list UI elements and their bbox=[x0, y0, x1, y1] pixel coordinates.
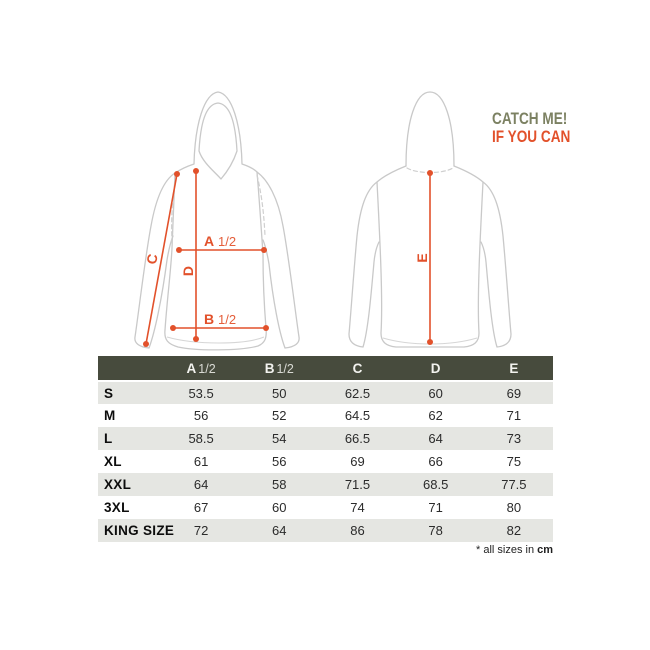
table-row-3xl: 3XL 67 60 74 71 80 bbox=[98, 496, 553, 519]
cell-3xl-C: 74 bbox=[350, 500, 365, 515]
column-header-C: C bbox=[318, 356, 397, 381]
hoodie-front-left-armhole-seam bbox=[171, 175, 177, 243]
cell-s-A: 53.5 bbox=[188, 385, 214, 401]
size-table: A 1/2 B 1/2 C D E S 53.5 50 62.5 60 69 M 56 52 64.5 62 71… bbox=[98, 356, 553, 542]
units-footnote: * all sizes in cm bbox=[98, 544, 553, 556]
column-header-E: E bbox=[474, 356, 553, 381]
hoodie-front-right-armhole-seam bbox=[256, 174, 266, 237]
label-d: D bbox=[180, 266, 196, 276]
cell-m-D: 62 bbox=[428, 408, 443, 423]
table-row-l: L 58.5 54 66.5 64 73 bbox=[98, 427, 553, 450]
size-table-body: S 53.5 50 62.5 60 69 M 56 52 64.5 62 71 L 58.5 54 66.5 6… bbox=[98, 381, 553, 542]
cell-king-size-B: 64 bbox=[272, 523, 287, 538]
cell-s-B: 50 bbox=[272, 385, 287, 401]
cell-xxl-A: 64 bbox=[193, 477, 209, 492]
hoodie-front-hood-opening bbox=[198, 102, 238, 180]
footnote-text: * all sizes in bbox=[476, 544, 535, 556]
size-table-header: A 1/2 B 1/2 C D E bbox=[98, 356, 553, 381]
cell-l-E: 73 bbox=[506, 431, 522, 446]
hoodie-front-body-outline bbox=[164, 91, 267, 351]
cell-m-B: 52 bbox=[272, 408, 287, 423]
column-header-A: A 1/2 bbox=[162, 356, 241, 381]
cell-king-size-D: 78 bbox=[428, 523, 443, 538]
measurement-labels: A 1/2 B 1/2 C D E bbox=[143, 233, 430, 327]
size-label: S bbox=[104, 385, 114, 401]
hoodie-back-body-outline bbox=[376, 165, 484, 348]
slogan-line-2: IF YOU CAN bbox=[492, 127, 571, 146]
brand-slogan: CATCH ME! IF YOU CAN bbox=[492, 110, 570, 146]
hoodie-front-right-sleeve bbox=[256, 171, 300, 349]
header-row: A 1/2 B 1/2 C D E bbox=[98, 356, 553, 381]
label-b-half: 1/2 bbox=[218, 312, 236, 327]
column-header-B: B 1/2 bbox=[240, 356, 319, 381]
cell-xxl-C: 71.5 bbox=[344, 477, 371, 492]
cell-l-B: 54 bbox=[272, 431, 287, 446]
size-label: XL bbox=[104, 454, 122, 469]
hoodie-front-hem-seam bbox=[166, 336, 265, 344]
cell-l-A: 58.5 bbox=[188, 431, 214, 446]
hoodie-front-drawing bbox=[134, 91, 300, 351]
column-header-D: D bbox=[396, 356, 475, 381]
measure-dot bbox=[170, 325, 176, 331]
cell-xxl-E: 77.5 bbox=[501, 477, 527, 492]
measure-dot bbox=[427, 339, 433, 345]
table-row-xxl: XXL 64 58 71.5 68.5 77.5 bbox=[98, 473, 553, 496]
cell-s-D: 60 bbox=[428, 385, 443, 401]
hoodie-back-hood-outline bbox=[405, 91, 455, 167]
size-label: 3XL bbox=[104, 500, 130, 515]
size-label: KING SIZE bbox=[104, 523, 175, 538]
table-row-m: M 56 52 64.5 62 71 bbox=[98, 404, 553, 427]
cell-s-C: 62.5 bbox=[344, 385, 371, 401]
cell-3xl-A: 67 bbox=[193, 500, 209, 515]
footnote-unit: cm bbox=[537, 544, 553, 556]
cell-m-E: 71 bbox=[506, 408, 522, 423]
size-label: M bbox=[104, 408, 116, 423]
measure-dot bbox=[143, 341, 149, 347]
measure-line-c bbox=[145, 173, 178, 345]
label-a-half: 1/2 bbox=[218, 234, 236, 249]
cell-m-A: 56 bbox=[193, 408, 209, 423]
cell-xxl-D: 68.5 bbox=[423, 477, 449, 492]
cell-3xl-B: 60 bbox=[272, 500, 287, 515]
cell-king-size-C: 86 bbox=[350, 523, 365, 538]
cell-xl-D: 66 bbox=[428, 454, 443, 469]
label-a: A bbox=[204, 233, 214, 249]
hoodie-front-left-sleeve bbox=[134, 172, 176, 349]
label-c: C bbox=[143, 253, 161, 266]
cell-xl-C: 69 bbox=[350, 454, 365, 469]
cell-king-size-A: 72 bbox=[193, 523, 209, 538]
measurement-lines bbox=[143, 168, 433, 347]
cell-m-C: 64.5 bbox=[344, 408, 371, 423]
measure-dot bbox=[427, 170, 433, 176]
hoodie-back-left-sleeve bbox=[348, 181, 380, 348]
cell-xxl-B: 58 bbox=[272, 477, 287, 492]
label-e: E bbox=[414, 253, 430, 262]
measure-dot bbox=[193, 168, 199, 174]
cell-3xl-D: 71 bbox=[428, 500, 443, 515]
cell-king-size-E: 82 bbox=[506, 523, 522, 538]
measure-dot bbox=[176, 247, 182, 253]
table-row-s: S 53.5 50 62.5 60 69 bbox=[98, 381, 553, 404]
measure-dot bbox=[261, 247, 267, 253]
table-row-xl: XL 61 56 69 66 75 bbox=[98, 450, 553, 473]
measure-dot bbox=[263, 325, 269, 331]
measure-dot bbox=[193, 336, 199, 342]
cell-xl-A: 61 bbox=[193, 454, 209, 469]
size-label: L bbox=[104, 431, 113, 446]
size-label: XXL bbox=[104, 477, 132, 492]
hoodie-back-right-sleeve bbox=[480, 181, 512, 348]
size-column-corner bbox=[98, 356, 162, 381]
label-b: B bbox=[204, 311, 214, 327]
cell-l-C: 66.5 bbox=[344, 431, 371, 446]
table-row-king-size: KING SIZE 72 64 86 78 82 bbox=[98, 519, 553, 542]
cell-l-D: 64 bbox=[428, 431, 443, 446]
measure-dot bbox=[174, 171, 180, 177]
cell-xl-E: 75 bbox=[506, 454, 522, 469]
cell-3xl-E: 80 bbox=[506, 500, 522, 515]
cell-s-E: 69 bbox=[506, 385, 522, 401]
slogan-line-1: CATCH ME! bbox=[492, 109, 568, 128]
cell-xl-B: 56 bbox=[272, 454, 287, 469]
